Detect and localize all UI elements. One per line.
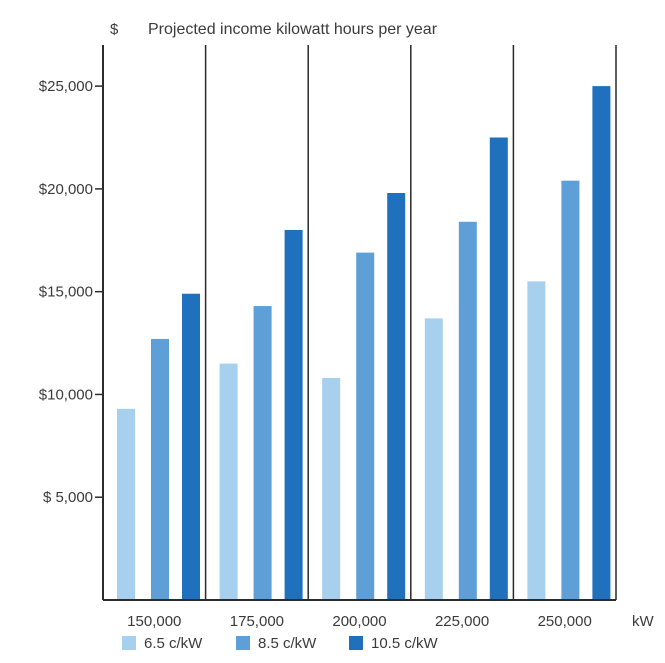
- bar-3-1: [182, 293, 200, 600]
- legend-swatch-2: [236, 636, 250, 650]
- x-axis-unit-label: kW: [632, 613, 655, 630]
- y-tick-label: $25,000: [39, 78, 93, 95]
- bar-series-group: [117, 86, 611, 601]
- bar-2-5: [561, 180, 580, 600]
- bar-3-2: [284, 230, 303, 600]
- bar-2-3: [356, 252, 375, 600]
- bar-3-4: [489, 137, 508, 600]
- legend-label-3: 10.5 c/kW: [371, 635, 439, 652]
- x-category-label: 175,000: [230, 613, 284, 630]
- y-axis-ticks: $ 5,000 $10,000 $15,000 $20,000 $25,000: [39, 78, 103, 506]
- bar-2-2: [253, 306, 272, 600]
- bar-2-1: [151, 338, 169, 600]
- x-category-label: 150,000: [127, 613, 181, 630]
- y-tick-label: $15,000: [39, 284, 93, 301]
- bar-2-4: [458, 221, 477, 600]
- bar-3-3: [387, 193, 406, 600]
- legend-label-2: 8.5 c/kW: [258, 635, 317, 652]
- y-tick-label: $20,000: [39, 181, 93, 198]
- bar-1-2: [219, 363, 238, 600]
- bar-1-1: [117, 408, 135, 600]
- y-tick-label: $10,000: [39, 386, 93, 403]
- x-category-label: 250,000: [538, 613, 592, 630]
- x-category-label: 225,000: [435, 613, 489, 630]
- bar-1-5: [527, 281, 546, 600]
- legend-label-1: 6.5 c/kW: [144, 635, 203, 652]
- y-tick-label: $ 5,000: [43, 489, 93, 506]
- y-axis-unit-label: $: [110, 21, 119, 38]
- bar-1-4: [424, 318, 443, 600]
- legend-swatch-1: [122, 636, 136, 650]
- x-axis-category-labels: 150,000 175,000 200,000 225,000 250,000: [127, 613, 592, 630]
- category-separators: [204, 45, 617, 600]
- bar-1-3: [322, 378, 341, 600]
- chart-title: Projected income kilowatt hours per year: [148, 21, 438, 38]
- legend-swatch-3: [349, 636, 363, 650]
- bar-3-5: [592, 86, 611, 601]
- legend: 6.5 c/kW 8.5 c/kW 10.5 c/kW: [122, 635, 439, 652]
- x-category-label: 200,000: [332, 613, 386, 630]
